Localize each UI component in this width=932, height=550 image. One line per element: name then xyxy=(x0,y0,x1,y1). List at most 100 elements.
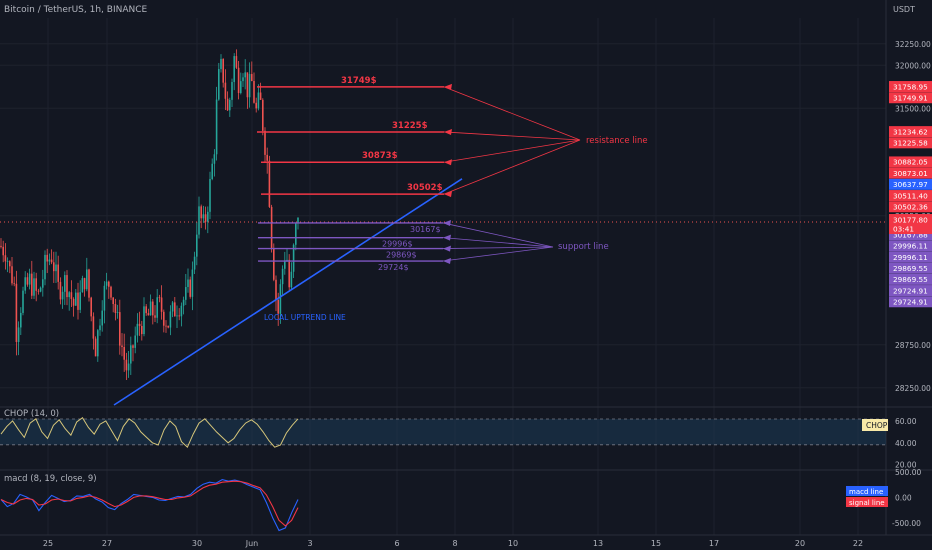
candle xyxy=(163,311,165,326)
time-tick-label: 27 xyxy=(102,539,112,548)
candle xyxy=(37,290,40,292)
support-arrow xyxy=(442,246,554,249)
price-tag: 29996.11 xyxy=(893,242,928,251)
candle xyxy=(189,279,191,297)
uptrend-line xyxy=(113,178,463,406)
support-level-label: 29724$ xyxy=(378,263,409,272)
candle xyxy=(68,292,70,298)
support-arrow-head xyxy=(443,234,451,241)
price-tag: 30637.97 xyxy=(893,180,928,189)
candle xyxy=(231,82,233,100)
time-tick-label: 25 xyxy=(43,539,53,548)
time-tick-label: 20 xyxy=(795,539,805,548)
resistance-arrow-head xyxy=(444,191,452,198)
candle xyxy=(207,211,209,222)
candle xyxy=(136,323,139,336)
candle xyxy=(75,292,77,306)
candle xyxy=(97,330,99,357)
candle xyxy=(90,297,92,317)
candle xyxy=(182,299,185,306)
resistance-level-label: 31749$ xyxy=(341,76,377,86)
price-tag-bg xyxy=(889,81,932,93)
candle xyxy=(134,335,136,348)
price-tag-bg xyxy=(889,201,932,213)
price-tag: 30873.01 xyxy=(893,169,928,178)
resistance-arrow-head xyxy=(444,128,452,135)
candle xyxy=(141,325,143,335)
candle xyxy=(196,234,198,257)
candle xyxy=(297,217,299,224)
candle xyxy=(255,102,257,109)
candle xyxy=(138,323,141,326)
chop-tick-label: 20.00 xyxy=(895,461,917,470)
candle xyxy=(160,297,163,312)
candle xyxy=(61,291,64,300)
candle xyxy=(103,285,106,311)
trend-line-label: LOCAL UPTREND LINE xyxy=(264,313,346,322)
candle xyxy=(277,299,279,314)
price-tag-bg xyxy=(889,296,932,308)
candle xyxy=(112,297,114,305)
candle xyxy=(11,266,13,284)
candle xyxy=(15,283,18,342)
candle xyxy=(105,281,108,286)
candle xyxy=(79,292,81,310)
resistance-arrow-head xyxy=(444,159,452,166)
candle xyxy=(50,259,53,263)
price-tag: 31758.95 xyxy=(893,82,928,91)
macd-legend-bg xyxy=(846,486,888,496)
candle xyxy=(251,74,253,82)
candle xyxy=(292,244,295,272)
candle xyxy=(242,77,244,82)
candle xyxy=(39,287,42,292)
candle xyxy=(264,130,266,155)
candle xyxy=(94,338,97,357)
time-tick-label: 13 xyxy=(593,539,603,548)
support-level-label: 29869$ xyxy=(386,251,417,260)
macd-line xyxy=(0,479,299,532)
candle xyxy=(200,206,202,219)
price-tag-bg xyxy=(889,137,932,149)
price-tick-label: 31500.00 xyxy=(895,104,931,113)
candle xyxy=(147,313,150,316)
candle xyxy=(42,279,44,288)
price-tag-bg xyxy=(889,229,932,241)
price-tick-label: 32250.00 xyxy=(895,40,931,49)
candle xyxy=(125,359,128,371)
support-arrow-head xyxy=(443,219,451,226)
time-axis[interactable]: 25 27 30 Jun 3 6 8 10 13 15 17 20 22 xyxy=(43,539,863,548)
candle xyxy=(262,99,264,131)
candle xyxy=(92,316,95,339)
grid xyxy=(0,0,932,536)
support-arrow xyxy=(442,246,554,262)
drawing-overlays[interactable]: LOCAL UPTREND LINE 31749$ 31225$ 30873$ 3050… xyxy=(0,76,886,406)
time-tick-label: 17 xyxy=(709,539,719,548)
current-price-tag: 30177.80 xyxy=(893,216,928,225)
candle xyxy=(121,345,123,347)
resistance-arrow xyxy=(443,131,581,141)
candle xyxy=(281,268,284,285)
candle xyxy=(244,72,246,78)
candle xyxy=(226,98,229,111)
price-axis[interactable]: 32250.0032000.0031500.0030250.0028750.00… xyxy=(889,40,932,528)
candle xyxy=(31,273,33,296)
price-tag-bg xyxy=(889,167,932,179)
candle xyxy=(152,301,154,316)
candle xyxy=(165,325,167,327)
macd-legend-label: macd line xyxy=(849,488,883,496)
candle xyxy=(198,206,200,235)
resistance-level-label: 30873$ xyxy=(362,151,398,161)
time-tick-label: 10 xyxy=(508,539,518,548)
candle xyxy=(279,284,282,314)
chop-tag: CHOP xyxy=(866,421,888,430)
candle xyxy=(77,292,79,310)
candle xyxy=(202,214,205,219)
price-tag: 31234.62 xyxy=(893,127,928,136)
candle xyxy=(204,214,207,222)
price-tag-bg xyxy=(889,92,932,104)
candle xyxy=(9,261,11,267)
candle xyxy=(81,278,84,293)
macd-tick-label: 0.00 xyxy=(895,493,912,502)
